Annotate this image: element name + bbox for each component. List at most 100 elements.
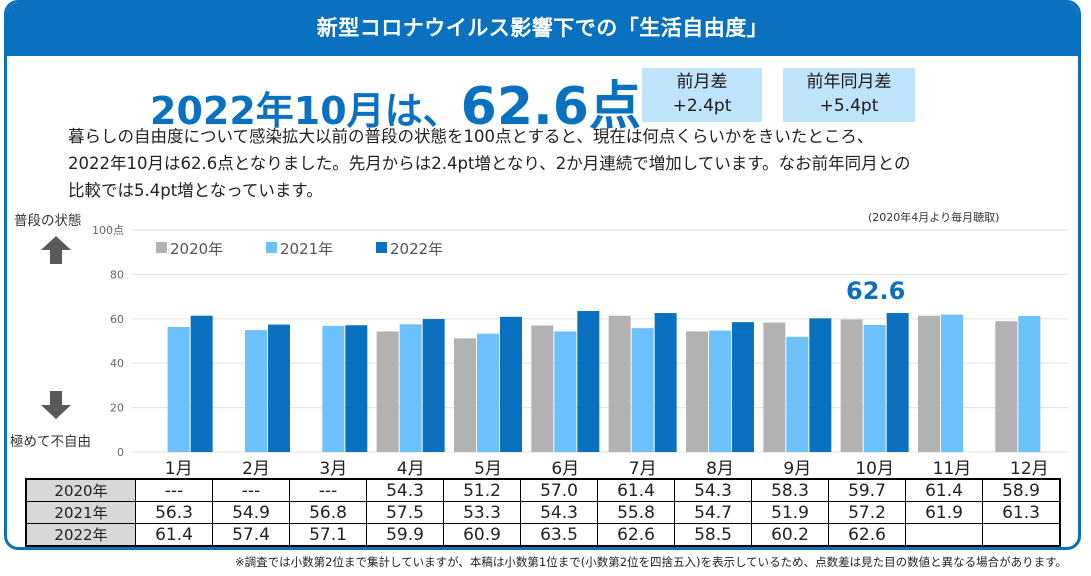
annotation-label: 62.6	[846, 277, 905, 305]
bar-2022年-1月	[190, 315, 213, 452]
description-line: 2022年10月は62.6点となりました。先月からは2.4pt増となり、2か月連…	[68, 154, 911, 173]
table-cell: 61.3	[982, 501, 1061, 524]
description-line: 比較では5.4pt増となっています。	[68, 181, 323, 200]
table-cell: 54.3	[674, 478, 752, 502]
bar-2022年-5月	[500, 316, 522, 452]
table-cell: 58.3	[751, 478, 829, 502]
legend-label: 2021年	[280, 240, 333, 258]
legend-swatch	[376, 242, 387, 253]
table-cell: 56.3	[135, 501, 213, 524]
bar-2020年-5月	[454, 338, 476, 452]
bar-2021年-7月	[631, 328, 654, 452]
table-cell: ---	[212, 478, 290, 502]
x-tick-label: 4月	[397, 459, 425, 478]
bar-2020年-11月	[918, 315, 940, 452]
bar-2021年-11月	[941, 314, 963, 452]
delta-year-label: 前年同月差	[806, 72, 892, 92]
table-cell: 61.4	[135, 523, 213, 547]
table-cell: 59.7	[828, 478, 906, 502]
delta-month-badge: 前月差 +2.4pt	[642, 68, 762, 122]
bar-2021年-6月	[554, 331, 577, 452]
table-cell: 51.9	[751, 501, 829, 524]
bar-2022年-8月	[732, 322, 754, 452]
table-cell: 59.9	[366, 523, 444, 547]
row-header: 2022年	[25, 523, 136, 547]
x-tick-label: 3月	[319, 459, 347, 478]
bar-2021年-2月	[245, 330, 267, 452]
bar-chart: 0 20 40 60 80 100点 62.6 2020年 2021年 2022年 1月 2月 3…	[92, 224, 1068, 478]
data-table: 2020年 --- --- --- 54.3 51.2 57.0 61.4 54.3 58.3 59…	[25, 478, 1061, 547]
table-cell: 62.6	[597, 523, 675, 547]
table-cell: 62.6	[828, 523, 906, 547]
x-tick-label: 2月	[242, 459, 270, 478]
x-tick-label: 7月	[629, 459, 657, 478]
x-tick-label: 12月	[1010, 459, 1049, 478]
side-label-bottom: 極めて不自由	[10, 434, 91, 450]
description: 暮らしの自由度について感染拡大以前の普段の状態を100点とすると、現在は何点くら…	[68, 123, 1028, 204]
bar-2022年-4月	[422, 319, 445, 452]
bar-2020年-12月	[995, 321, 1018, 452]
y-tick-label: 40	[110, 357, 124, 370]
bar-2022年-9月	[809, 318, 832, 452]
table-cell: 53.3	[443, 501, 521, 524]
table-cell: 54.3	[366, 478, 444, 502]
arrow-down-icon	[41, 391, 71, 419]
table-cell: 54.7	[674, 501, 752, 524]
legend-swatch	[266, 242, 277, 253]
page-title: 新型コロナウイルス影響下での「生活自由度」	[7, 3, 1078, 56]
bar-2022年-6月	[577, 311, 600, 452]
x-tick-label: 6月	[551, 459, 579, 478]
headline: 2022年10月は、62.6点	[150, 64, 641, 139]
table-cell	[982, 523, 1061, 547]
table-row: 2020年 --- --- --- 54.3 51.2 57.0 61.4 54.3 58.3 59…	[25, 478, 1061, 502]
y-tick-label: 20	[110, 402, 124, 415]
bar-2021年-9月	[786, 336, 809, 452]
x-tick-label: 5月	[474, 459, 502, 478]
table-cell: 55.8	[597, 501, 675, 524]
bar-2021年-12月	[1018, 315, 1041, 452]
bar-2020年-9月	[763, 322, 786, 452]
table-cell: 61.4	[597, 478, 675, 502]
table-cell: 57.4	[212, 523, 290, 547]
bar-2021年-10月	[863, 325, 886, 452]
legend-label: 2022年	[390, 240, 443, 258]
y-tick-label: 100点	[92, 224, 124, 237]
x-tick-label: 1月	[165, 459, 193, 478]
table-cell: 57.2	[828, 501, 906, 524]
table-cell: 54.9	[212, 501, 290, 524]
delta-month-label: 前月差	[676, 72, 728, 92]
x-tick-label: 9月	[783, 459, 811, 478]
row-header: 2020年	[25, 478, 136, 502]
table-cell: 51.2	[443, 478, 521, 502]
table-cell: 54.3	[520, 501, 598, 524]
x-tick-label: 10月	[855, 459, 894, 478]
table-cell: 60.9	[443, 523, 521, 547]
headline-prefix: 2022年10月は、	[150, 89, 461, 133]
table-cell: 57.1	[289, 523, 367, 547]
bar-2022年-10月	[886, 313, 909, 452]
bar-2020年-7月	[608, 315, 631, 452]
table-cell: 57.5	[366, 501, 444, 524]
table-row: 2022年 61.4 57.4 57.1 59.9 60.9 63.5 62.6 58.5 60.…	[25, 523, 1061, 547]
delta-year-value: +5.4pt	[819, 96, 879, 116]
arrow-up-icon	[41, 236, 71, 264]
bar-2021年-1月	[167, 327, 190, 452]
y-tick-label: 0	[117, 446, 124, 459]
bar-2021年-4月	[399, 324, 422, 452]
delta-year-badge: 前年同月差 +5.4pt	[783, 68, 915, 122]
delta-month-value: +2.4pt	[672, 96, 732, 116]
x-tick-label: 8月	[706, 459, 734, 478]
bar-2022年-7月	[654, 313, 677, 452]
bar-2021年-3月	[322, 325, 345, 452]
bar-2020年-6月	[531, 325, 554, 452]
table-cell: 60.2	[751, 523, 829, 547]
survey-note: (2020年4月より毎月聴取)	[868, 211, 1000, 224]
table-cell: ---	[135, 478, 213, 502]
legend-label: 2020年	[170, 240, 223, 258]
y-tick-label: 80	[110, 268, 124, 281]
description-line: 暮らしの自由度について感染拡大以前の普段の状態を100点とすると、現在は何点くら…	[68, 127, 874, 146]
headline-value: 62.6点	[460, 77, 641, 137]
row-header: 2021年	[25, 501, 136, 524]
bar-2020年-4月	[376, 331, 399, 452]
bar-2021年-8月	[709, 330, 731, 452]
